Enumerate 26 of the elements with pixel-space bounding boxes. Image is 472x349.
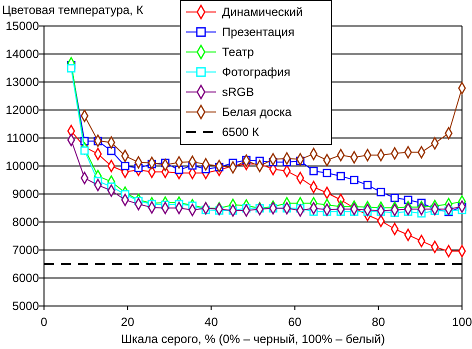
y-tick-label: 5000 xyxy=(12,298,40,313)
x-axis-title: Шкала серого, % (0% – черный, 100% – белый) xyxy=(121,332,385,346)
x-tick-label: 80 xyxy=(372,315,386,330)
y-tick-label: 13000 xyxy=(6,74,40,89)
x-tick-label: 60 xyxy=(288,315,302,330)
y-tick-label: 14000 xyxy=(6,46,40,61)
legend-label: Фотография xyxy=(222,65,290,79)
y-tick-label: 9000 xyxy=(12,186,40,201)
y-tick-label: 6000 xyxy=(12,270,40,285)
y-tick-label: 11000 xyxy=(6,130,40,145)
x-tick-label: 20 xyxy=(120,315,135,330)
y-tick-label: 7000 xyxy=(12,242,40,257)
y-tick-label: 15000 xyxy=(6,18,40,33)
y-tick-label: 8000 xyxy=(12,214,40,229)
x-tick-label: 100 xyxy=(452,315,472,330)
legend-label: 6500 К xyxy=(222,125,260,139)
y-tick-label: 12000 xyxy=(6,102,40,117)
legend-label: Динамический xyxy=(222,5,303,19)
legend-label: Белая доска xyxy=(222,105,292,119)
y-tick-label: 10000 xyxy=(6,158,40,173)
y-axis-title: Цветовая температура, К xyxy=(2,3,144,17)
legend-label: Презентация xyxy=(222,25,294,39)
legend-label: sRGB xyxy=(222,85,254,99)
legend-label: Театр xyxy=(222,45,254,59)
x-tick-label: 0 xyxy=(40,315,48,330)
x-tick-label: 40 xyxy=(204,315,218,330)
